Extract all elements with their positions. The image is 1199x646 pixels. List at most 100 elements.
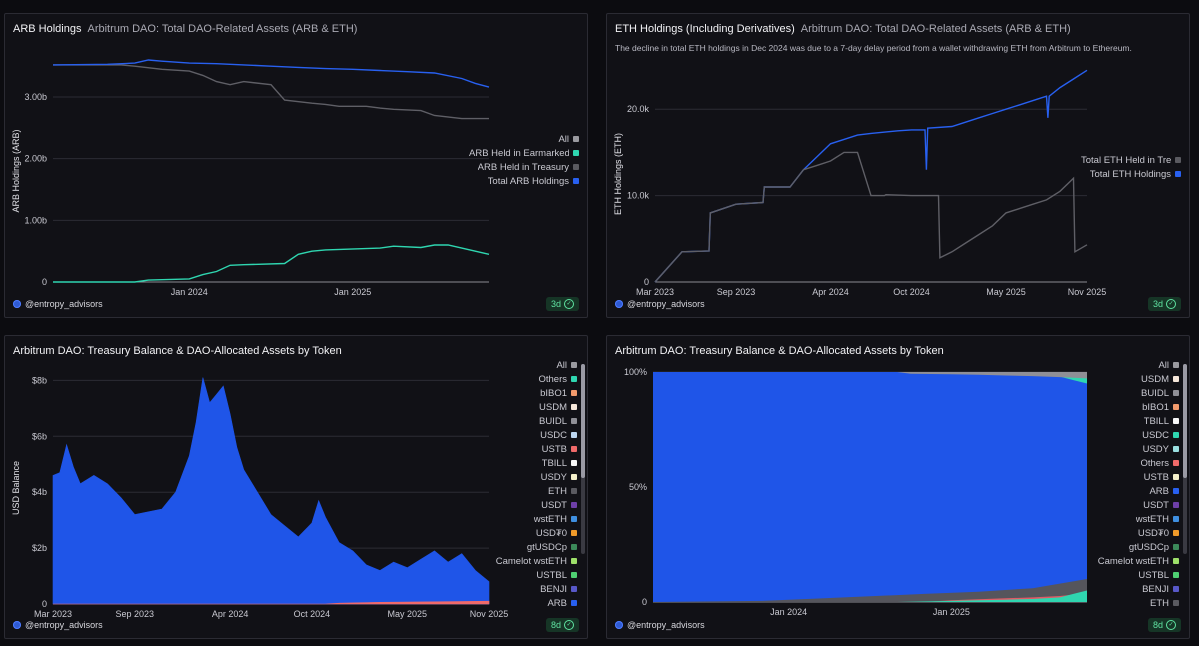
author-handle[interactable]: @entropy_advisors <box>13 620 103 630</box>
legend-item[interactable]: BENJI <box>467 582 577 596</box>
legend-item[interactable]: gtUSDCp <box>467 540 577 554</box>
legend-swatch <box>1173 404 1179 410</box>
series-area-top[interactable] <box>653 372 1087 379</box>
legend-swatch <box>571 502 577 508</box>
legend-label: USD₮0 <box>535 527 567 539</box>
legend-scrollbar-thumb[interactable] <box>1183 364 1187 478</box>
legend-scrollbar-thumb[interactable] <box>581 364 585 478</box>
legend-item[interactable]: USDM <box>1069 372 1179 386</box>
legend-item[interactable]: bIBO1 <box>467 386 577 400</box>
legend-item[interactable]: USDY <box>1069 442 1179 456</box>
y-tick-label: 20.0k <box>627 104 650 114</box>
legend-item[interactable]: All <box>469 132 579 146</box>
chart-title-main: ARB Holdings <box>13 23 82 35</box>
eth-holdings-panel: ETH Holdings (Including Derivatives) Arbi… <box>606 13 1190 318</box>
legend-label: All <box>558 133 569 145</box>
legend-swatch <box>571 362 577 368</box>
legend-item[interactable]: All <box>467 358 577 372</box>
author-handle[interactable]: @entropy_advisors <box>13 299 103 309</box>
legend-item[interactable]: TBILL <box>1069 414 1179 428</box>
legend-item[interactable]: Total ARB Holdings <box>469 174 579 188</box>
legend-swatch <box>1173 572 1179 578</box>
legend-item[interactable]: ETH <box>1069 596 1179 606</box>
series-line[interactable] <box>654 69 1088 283</box>
series-area[interactable] <box>53 600 490 605</box>
y-tick-label: 0 <box>644 277 649 287</box>
series-area[interactable] <box>653 590 1087 603</box>
series-area[interactable] <box>52 377 490 605</box>
legend-item[interactable]: USTBL <box>467 568 577 582</box>
legend-item[interactable]: USDT <box>1069 498 1179 512</box>
legend-swatch <box>1173 544 1179 550</box>
legend-swatch <box>571 516 577 522</box>
author-handle[interactable]: @entropy_advisors <box>615 620 705 630</box>
legend-item[interactable]: ARB <box>467 596 577 606</box>
legend-label: Camelot wstETH <box>495 555 567 567</box>
y-axis-label: ARB Holdings (ARB) <box>11 129 21 212</box>
legend-item[interactable]: ETH <box>467 484 577 498</box>
series-line[interactable] <box>53 64 489 120</box>
legend-swatch <box>573 164 579 170</box>
author-handle-text: @entropy_advisors <box>627 620 705 630</box>
series-line[interactable] <box>654 151 1088 283</box>
legend-item[interactable]: USTBL <box>1069 568 1179 582</box>
legend-item[interactable]: USDC <box>467 428 577 442</box>
legend-item[interactable]: USDC <box>1069 428 1179 442</box>
legend-item[interactable]: Others <box>1069 456 1179 470</box>
legend-swatch <box>1175 157 1181 163</box>
legend-item[interactable]: wstETH <box>467 512 577 526</box>
legend-item[interactable]: USDY <box>467 470 577 484</box>
legend-item[interactable]: BUIDL <box>1069 386 1179 400</box>
series-line[interactable] <box>53 244 490 283</box>
legend-item[interactable]: All <box>1069 358 1179 372</box>
legend-item[interactable]: bIBO1 <box>1069 400 1179 414</box>
legend-swatch <box>571 572 577 578</box>
legend-item[interactable]: USD₮0 <box>1069 526 1179 540</box>
legend-item[interactable]: Camelot wstETH <box>1069 554 1179 568</box>
legend-swatch <box>1173 446 1179 452</box>
arb-holdings-chart[interactable]: 0 1.00b 2.00b 3.00b Jan 2024 Jan 2025 ARB Hold… <box>5 14 589 319</box>
legend-item[interactable]: ARB Held in Earmarked <box>469 146 579 160</box>
legend-item[interactable]: USDM <box>467 400 577 414</box>
legend-item[interactable]: ARB <box>1069 484 1179 498</box>
legend-swatch <box>571 530 577 536</box>
legend-item[interactable]: USTB <box>467 442 577 456</box>
legend-item[interactable]: wstETH <box>1069 512 1179 526</box>
series-area-arb[interactable] <box>653 372 1087 602</box>
legend-item[interactable]: gtUSDCp <box>1069 540 1179 554</box>
legend-label: ARB <box>1149 485 1169 497</box>
legend-label: USDC <box>540 429 567 441</box>
legend-item[interactable]: BUIDL <box>467 414 577 428</box>
legend-item[interactable]: Total ETH Holdings <box>1081 167 1181 181</box>
legend-swatch <box>1173 390 1179 396</box>
legend-item[interactable]: Camelot wstETH <box>467 554 577 568</box>
refresh-badge[interactable]: 8d ✓ <box>1147 618 1181 632</box>
series-line[interactable] <box>52 59 490 88</box>
x-tick-label: May 2025 <box>986 287 1026 297</box>
legend-swatch <box>571 390 577 396</box>
legend-label: gtUSDCp <box>1128 541 1169 553</box>
legend-item[interactable]: USDT <box>467 498 577 512</box>
refresh-badge[interactable]: 3d ✓ <box>1147 297 1181 311</box>
legend-scrollbar[interactable] <box>581 364 585 554</box>
legend-item[interactable]: Others <box>467 372 577 386</box>
legend-swatch <box>1173 362 1179 368</box>
legend-item[interactable]: BENJI <box>1069 582 1179 596</box>
legend-item[interactable]: USTB <box>1069 470 1179 484</box>
series-area[interactable] <box>653 579 1087 602</box>
legend-swatch <box>571 432 577 438</box>
refresh-badge[interactable]: 8d ✓ <box>545 618 579 632</box>
legend-item[interactable]: USD₮0 <box>467 526 577 540</box>
usd-balance-chart[interactable]: 0 $2b $4b $6b $8b Mar 2023 Sep 2023 Apr 2024 Oct… <box>5 336 589 640</box>
author-handle-text: @entropy_advisors <box>25 299 103 309</box>
series-area[interactable] <box>653 592 1087 602</box>
legend-item[interactable]: ARB Held in Treasury <box>469 160 579 174</box>
token-share-chart[interactable]: 0 50% 100% Jan 2024 Jan 2025 <box>607 336 1191 640</box>
refresh-badge[interactable]: 3d ✓ <box>545 297 579 311</box>
legend-item[interactable]: Total ETH Held in Treasury <box>1081 153 1181 167</box>
legend-item[interactable]: TBILL <box>467 456 577 470</box>
author-handle[interactable]: @entropy_advisors <box>615 299 705 309</box>
legend-scrollbar[interactable] <box>1183 364 1187 554</box>
eth-holdings-chart[interactable]: 0 10.0k 20.0k Mar 2023 Sep 2023 Apr 2024 Oct 2… <box>607 14 1191 319</box>
legend-label: USDY <box>1142 443 1169 455</box>
